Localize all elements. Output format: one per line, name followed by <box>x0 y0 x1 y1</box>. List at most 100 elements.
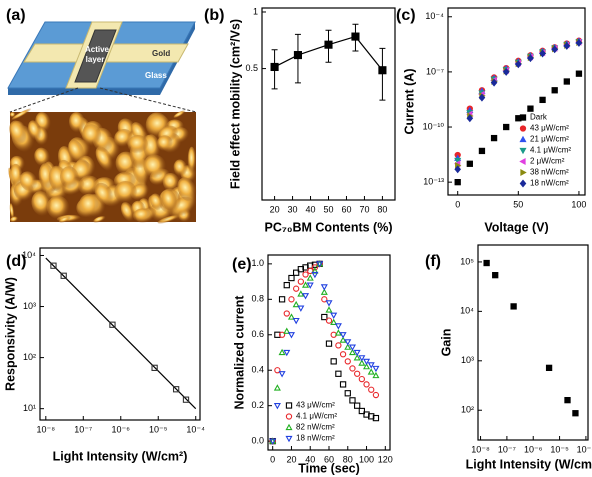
marker <box>292 300 300 308</box>
marker <box>306 274 314 281</box>
marker <box>334 323 342 330</box>
marker <box>316 261 324 268</box>
zoom-line <box>99 87 197 113</box>
afm-grain <box>9 203 15 220</box>
marker <box>330 358 337 365</box>
afm-grain <box>173 159 188 177</box>
marker <box>293 285 300 292</box>
x-tick-label: 50 <box>323 204 333 214</box>
panel: (b) PC₇₀BM Contents (%) Field effect mobil… <box>204 6 396 234</box>
marker <box>287 332 295 339</box>
marker <box>503 123 510 131</box>
marker <box>483 259 490 267</box>
marker <box>519 125 527 132</box>
panel-label: (d) <box>6 253 26 270</box>
marker <box>283 281 290 289</box>
glass-edge <box>8 88 160 95</box>
label: Glass <box>145 71 167 80</box>
afm-grain <box>31 191 52 217</box>
x-tick-label: 100 <box>571 199 586 209</box>
marker <box>325 306 333 313</box>
marker <box>50 262 57 269</box>
afm-grain <box>95 146 114 171</box>
panel: (c) Voltage (V) Current (A) 0 50 100 10⁻¹³ 10⁻¹… <box>396 7 586 234</box>
marker <box>182 396 190 403</box>
y-tick-label: 10⁵ <box>460 256 474 266</box>
x-tick-label: 40 <box>305 454 315 464</box>
marker <box>311 267 319 274</box>
marker <box>372 365 380 373</box>
marker <box>368 386 375 393</box>
afm-grain <box>9 163 23 187</box>
marker <box>320 288 328 295</box>
marker <box>466 160 473 167</box>
marker <box>288 296 295 303</box>
marker <box>269 438 277 445</box>
x-axis-label: Light Intensity (W/cm²) <box>53 449 188 463</box>
marker <box>378 66 387 75</box>
x-tick-label: 50 <box>513 199 523 209</box>
legend-label: 4.1 μW/cm² <box>296 412 337 421</box>
marker <box>325 340 333 347</box>
marker <box>454 179 461 186</box>
zoom-line <box>9 87 79 113</box>
marker <box>539 49 546 58</box>
marker <box>311 264 319 271</box>
afm-grain <box>132 208 152 223</box>
x-tick-label: 0 <box>270 454 275 464</box>
marker <box>349 397 356 404</box>
marker <box>278 348 286 356</box>
x-axis-label: PC₇₀BM Contents (%) <box>265 220 393 234</box>
legend-label: 18 nW/cm² <box>530 179 569 188</box>
marker <box>344 358 351 365</box>
marker <box>273 403 281 410</box>
y-tick-label: 10⁻⁷ <box>426 66 444 76</box>
x-tick-label: 40 <box>306 204 316 214</box>
marker <box>285 413 293 420</box>
y-tick-label: 10⁻¹³ <box>423 177 444 187</box>
afm-grain <box>143 154 167 178</box>
y-tick-label: 10² <box>461 405 474 415</box>
panel-label: (c) <box>396 7 416 24</box>
marker <box>287 313 295 320</box>
marker <box>335 342 342 349</box>
y-tick-label: 10² <box>23 352 36 362</box>
marker <box>339 332 347 339</box>
afm-grain <box>68 112 86 133</box>
marker <box>354 370 361 377</box>
marker <box>109 321 116 328</box>
marker <box>351 32 360 41</box>
afm-grain <box>143 134 161 162</box>
marker <box>454 165 462 174</box>
marker <box>348 348 356 356</box>
marker <box>539 96 546 104</box>
marker <box>292 317 300 325</box>
panel: (f) Light Intensity (W/cm²) Gain 10⁻⁸ 10⁻⁷ 10… <box>425 244 592 471</box>
marker <box>490 134 498 142</box>
y-tick-label: 10³ <box>461 355 474 365</box>
y-tick-label: 0.5 <box>245 63 258 73</box>
afm-grain <box>150 193 164 211</box>
x-tick-label: 80 <box>343 454 353 464</box>
panel-label: (a) <box>6 7 26 24</box>
marker <box>563 78 570 85</box>
marker <box>297 278 304 285</box>
x-tick-label: 80 <box>377 204 387 214</box>
x-tick-label: 10⁻⁸ <box>37 424 56 434</box>
marker <box>274 367 281 374</box>
y-tick-label: 0.6 <box>251 329 264 339</box>
marker <box>60 272 67 279</box>
marker <box>575 70 583 77</box>
marker <box>551 87 558 94</box>
marker <box>302 293 310 300</box>
y-axis-label: Responsivity (A/W) <box>3 277 17 391</box>
marker <box>321 296 328 303</box>
x-tick-label: 10⁻⁷ <box>74 424 92 434</box>
marker <box>490 78 498 87</box>
marker <box>334 329 342 336</box>
y-tick-label: 10⁻⁴ <box>425 11 444 21</box>
marker <box>519 157 526 166</box>
marker <box>297 305 305 312</box>
afm-grain <box>28 120 42 141</box>
